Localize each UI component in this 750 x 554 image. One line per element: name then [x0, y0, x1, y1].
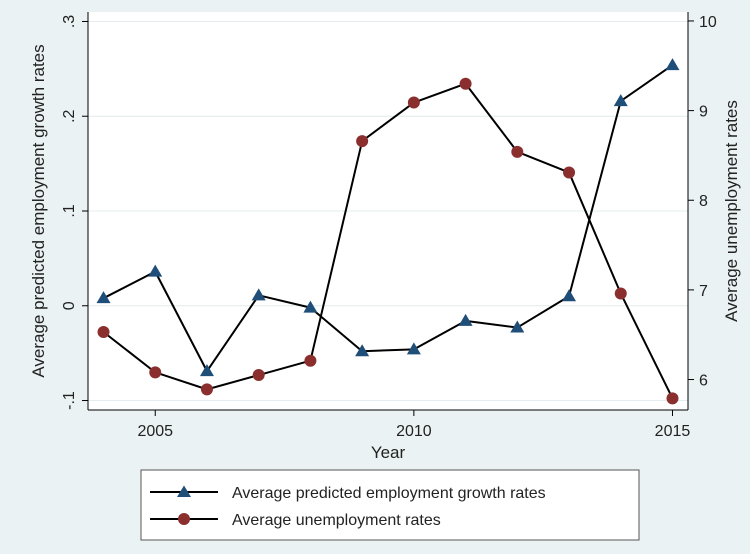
data-point	[406, 342, 421, 355]
x-tick-label: 2010	[396, 423, 432, 440]
data-point	[200, 383, 213, 396]
left-y-tick-label: 0	[61, 301, 78, 310]
series-line	[103, 64, 674, 373]
right-y-tick-label: 9	[699, 104, 708, 121]
left-y-tick-label: .2	[61, 109, 78, 122]
legend-marker-unemployment	[178, 513, 190, 525]
data-point	[407, 96, 420, 109]
left-y-axis-title: Average predicted employment growth rate…	[29, 44, 48, 377]
series-layer	[96, 58, 680, 405]
data-point	[303, 300, 318, 313]
gridlines	[88, 20, 688, 402]
data-point	[614, 287, 627, 300]
data-point	[666, 392, 679, 405]
series-growth	[96, 58, 680, 377]
right-y-tick-label: 7	[699, 283, 708, 300]
left-y-tick-label: -.1	[61, 391, 78, 410]
legend-label-growth: Average predicted employment growth rate…	[232, 485, 546, 502]
data-point	[149, 366, 162, 379]
left-y-tick-label: .3	[61, 15, 78, 28]
x-axis-title: Year	[371, 443, 406, 462]
right-y-axis-title: Average unemployment rates	[722, 100, 741, 322]
right-y-tick-label: 10	[699, 14, 717, 31]
right-y-tick-label: 6	[699, 373, 708, 390]
data-point	[97, 326, 110, 339]
data-point	[96, 291, 111, 304]
data-point	[304, 354, 317, 367]
data-point	[199, 364, 214, 377]
legend-label-unemployment: Average unemployment rates	[232, 512, 441, 529]
data-point	[613, 94, 628, 107]
legend: Average predicted employment growth rate…	[140, 469, 640, 541]
series-line	[102, 82, 674, 399]
data-point	[355, 344, 370, 357]
legend-box	[140, 469, 640, 541]
left-y-tick-label: .1	[61, 204, 78, 217]
data-point	[563, 166, 576, 179]
data-point	[510, 320, 525, 333]
data-point	[356, 135, 369, 148]
data-point	[459, 77, 472, 90]
right-y-tick-label: 8	[699, 193, 708, 210]
data-point	[665, 58, 680, 71]
legend-marker-growth	[177, 485, 191, 497]
data-point	[148, 264, 163, 277]
x-tick-label: 2015	[655, 423, 691, 440]
data-point	[562, 289, 577, 302]
data-point	[252, 369, 265, 382]
data-point	[458, 313, 473, 326]
series-unemployment	[97, 77, 679, 405]
data-point	[511, 145, 524, 158]
axes: -.1 0 .1 .2 .3 6 7 8 9 10 2005 2010 2015	[61, 12, 717, 440]
data-point	[251, 288, 266, 301]
x-tick-label: 2005	[137, 423, 173, 440]
